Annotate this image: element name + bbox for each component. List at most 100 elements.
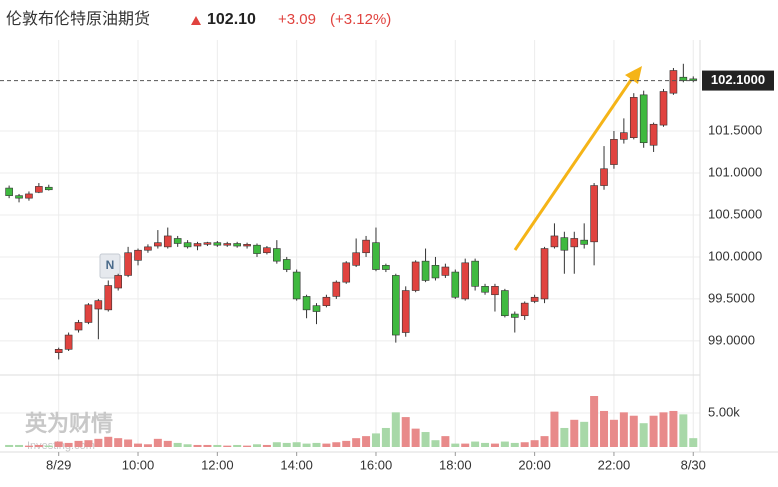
volume-bar (153, 438, 162, 447)
candle-body (401, 290, 410, 333)
candle-body (461, 262, 470, 300)
volume-bar (461, 443, 470, 447)
volume-bar (272, 442, 281, 447)
candle-body (540, 248, 549, 300)
candle-body (580, 239, 588, 245)
volume-bar (332, 442, 341, 447)
trend-arrow-head (625, 66, 642, 84)
candle-body (74, 322, 83, 331)
volume-bar (54, 441, 63, 447)
x-tick-label: 8/30 (681, 457, 706, 472)
volume-bar (362, 436, 371, 447)
volume-bar (510, 442, 519, 447)
candle-body (600, 168, 608, 186)
volume-bar (381, 427, 390, 447)
volume-bar (193, 444, 202, 447)
candle-body (659, 91, 668, 126)
volume-bar (550, 411, 559, 447)
volume-bar (431, 440, 440, 447)
volume-bar (223, 445, 232, 447)
volume-bar (560, 427, 569, 447)
volume-bar (342, 440, 351, 447)
volume-bar (600, 410, 609, 447)
volume-bar (411, 428, 420, 447)
candle-body (84, 304, 93, 323)
y2-tick-label: 5.00k (708, 404, 740, 419)
candle-body (590, 185, 598, 243)
volume-bar (124, 439, 133, 447)
candle-body (411, 261, 420, 291)
news-marker-label[interactable]: N (106, 258, 115, 272)
candle-body (639, 94, 648, 144)
candle-body (510, 313, 519, 318)
y-tick-label: 100.5000 (708, 206, 762, 221)
volume-bar (312, 442, 321, 447)
volume-bar (34, 444, 43, 447)
candle-body (154, 242, 162, 247)
price-label: 102.1000 (711, 72, 765, 87)
candle-body (163, 235, 172, 248)
volume-bar (530, 440, 539, 447)
volume-bar (659, 412, 668, 447)
volume-bar (114, 438, 123, 447)
y-tick-label: 100.0000 (708, 248, 762, 263)
x-tick-label: 22:00 (598, 457, 631, 472)
volume-bar (243, 445, 252, 447)
candle-body (491, 286, 499, 296)
volume-bar (371, 433, 380, 447)
candle-body (292, 271, 301, 300)
candle-body (620, 132, 628, 140)
candle-body (392, 275, 400, 336)
price-change: +3.09 (278, 11, 316, 28)
volume-bar (5, 444, 14, 447)
candle-body (520, 302, 529, 317)
candle-body (610, 139, 618, 165)
volume-bar (262, 444, 271, 447)
candle-body (322, 296, 331, 306)
volume-bar (540, 436, 549, 447)
candle-body (451, 271, 460, 298)
x-tick-label: 20:00 (518, 457, 551, 472)
volume-bar (669, 410, 678, 447)
volume-bar (520, 442, 529, 447)
volume-bar (74, 440, 83, 447)
y-tick-label: 101.5000 (708, 122, 762, 137)
volume-bar (401, 417, 410, 447)
candle-body (471, 260, 479, 287)
volume-bar (282, 442, 291, 447)
volume-bar (421, 432, 430, 447)
volume-bar (441, 436, 450, 447)
x-tick-label: 18:00 (439, 457, 472, 472)
x-tick-label: 12:00 (201, 457, 234, 472)
candle-body (481, 286, 489, 293)
candle-body (431, 265, 440, 279)
candle-body (35, 186, 43, 193)
candle-body (530, 296, 539, 302)
candle-body (550, 235, 559, 248)
volume-bar (84, 440, 93, 447)
candle-body (421, 260, 430, 281)
x-tick-label: 14:00 (280, 457, 313, 472)
candle-body (501, 290, 509, 317)
volume-bar (134, 443, 143, 447)
x-tick-label: 10:00 (122, 457, 155, 472)
volume-bar (252, 444, 261, 447)
volume-bar (203, 444, 212, 447)
candle-body (173, 238, 182, 244)
x-tick-label: 16:00 (360, 457, 393, 472)
candle-body (124, 252, 132, 276)
candle-body (332, 281, 341, 297)
candle-body (213, 242, 222, 246)
volume-bar (481, 442, 490, 447)
candle-body (114, 275, 122, 289)
up-arrow-icon (191, 16, 201, 25)
volume-bar (44, 445, 53, 447)
volume-bar (490, 443, 499, 447)
candle-body (223, 243, 232, 246)
candle-body (352, 252, 360, 266)
news-marker[interactable] (99, 253, 121, 279)
volume-bar (580, 421, 589, 447)
candle-body (5, 187, 13, 196)
candle-body (629, 97, 638, 138)
